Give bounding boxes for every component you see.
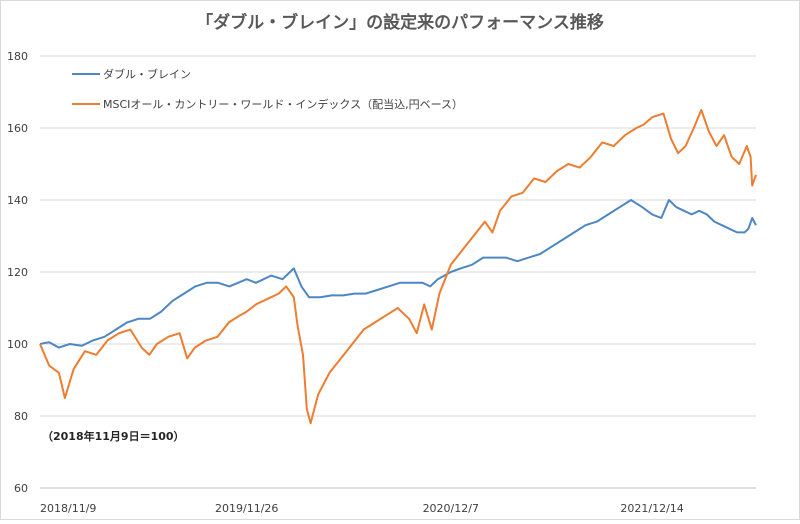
y-tick-label-120: 120 — [7, 266, 28, 279]
y-tick-label-180: 180 — [7, 50, 28, 63]
legend: ダブル・ブレイン MSCIオール・カントリー・ワールド・インデックス（配当込,円… — [72, 67, 463, 111]
series-lines — [39, 109, 757, 425]
y-tick-label-140: 140 — [7, 194, 28, 207]
y-tick-label-60: 60 — [14, 482, 28, 495]
base-note-annotation: （2018年11月9日＝100） — [42, 429, 185, 443]
x-tick-label-2018-11-9: 2018/11/9 — [40, 502, 96, 515]
x-tick-label-2021-12-14: 2021/12/14 — [620, 502, 683, 515]
y-tick-label-160: 160 — [7, 122, 28, 135]
chart-title: 「ダブル・ブレイン」の設定来のパフォーマンス推移 — [196, 12, 604, 33]
x-tick-label-2019-11-26: 2019/11/26 — [215, 502, 278, 515]
series-line-double-brain — [39, 199, 757, 349]
x-tick-label-2020-12-7: 2020/12/7 — [423, 502, 479, 515]
y-axis-tick-labels: 60 80 100 120 140 160 180 — [7, 50, 28, 495]
legend-label-msci-acwi: MSCIオール・カントリー・ワールド・インデックス（配当込,円ベース） — [103, 97, 463, 111]
x-axis-tick-labels: 2018/11/9 2019/11/26 2020/12/7 2021/12/14 — [40, 502, 684, 515]
y-tick-label-100: 100 — [7, 338, 28, 351]
legend-label-double-brain: ダブル・ブレイン — [103, 67, 191, 81]
y-tick-label-80: 80 — [14, 410, 28, 423]
series-line-msci-acwi — [39, 109, 757, 425]
